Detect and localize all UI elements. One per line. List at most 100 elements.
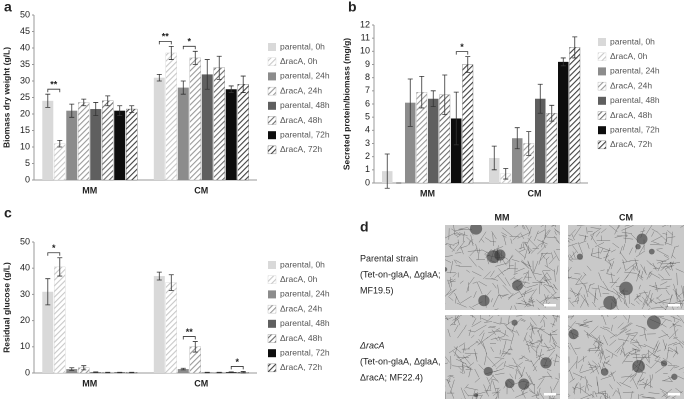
legend-label: parental, 0h <box>280 41 325 51</box>
scale-bar <box>668 393 680 396</box>
error-bar <box>549 104 555 122</box>
bar <box>90 109 102 180</box>
significance-label: ** <box>186 327 194 337</box>
row-label: Parental strain <box>360 253 418 263</box>
legend-swatch <box>267 145 277 155</box>
micrograph <box>445 225 560 310</box>
y-tick-label: 3 <box>365 138 370 148</box>
row-label: ΔracA <box>359 340 385 350</box>
error-bar <box>560 57 566 67</box>
error-bar <box>81 98 87 107</box>
pellet <box>478 294 490 307</box>
y-tick-label: 10 <box>360 46 370 56</box>
error-bar <box>117 105 123 117</box>
pellet <box>512 279 523 291</box>
error-bar <box>168 274 174 291</box>
legend-label: ΔracA, 48h <box>280 115 322 125</box>
error-bar <box>572 36 578 59</box>
y-tick-label: 50 <box>20 9 30 19</box>
legend-swatch <box>267 57 277 66</box>
legend-label: parental, 72h <box>280 129 330 139</box>
y-tick-label: 0 <box>25 174 30 184</box>
legend-label: parental, 48h <box>280 318 330 328</box>
y-tick-label: 30 <box>20 289 30 299</box>
error-bar <box>453 91 459 146</box>
y-tick-label: 50 <box>20 236 30 246</box>
y-tick-label: 5 <box>25 158 30 168</box>
significance-bracket <box>182 45 196 50</box>
pellet <box>518 378 530 390</box>
pellet <box>445 267 448 272</box>
legend-swatch <box>598 96 606 105</box>
error-bar <box>57 257 63 277</box>
y-axis-label: Biomass dry weight (g/L) <box>1 47 11 148</box>
error-bar <box>156 271 162 281</box>
bar <box>114 110 126 180</box>
error-bar <box>204 371 210 374</box>
legend-label: parental, 24h <box>280 71 330 81</box>
bar <box>535 98 546 183</box>
legend-label: ΔracA, 0h <box>280 274 318 284</box>
bar <box>177 369 189 373</box>
legend-label: ΔracA, 24h <box>610 80 652 90</box>
error-bar <box>192 50 198 65</box>
legend-label: ΔracA, 24h <box>280 85 322 95</box>
scale-bar <box>544 304 556 307</box>
legend-swatch <box>268 290 276 299</box>
y-tick-label: 4 <box>365 125 370 135</box>
legend-swatch <box>597 81 607 91</box>
legend-swatch <box>267 363 277 373</box>
error-bar <box>430 90 436 108</box>
legend-swatch <box>268 131 276 140</box>
significance-bracket <box>182 336 196 340</box>
pellet <box>600 368 609 376</box>
bar <box>54 143 66 181</box>
y-tick-label: 10 <box>20 141 30 151</box>
row-detail: MF19.5) <box>360 285 394 295</box>
legend-swatch <box>267 334 277 343</box>
error-bar <box>384 153 390 189</box>
y-tick-label: 7 <box>365 85 370 95</box>
error-bar <box>69 103 75 118</box>
legend-swatch <box>597 111 607 120</box>
legend-label: ΔracA, 0h <box>280 56 318 66</box>
legend-swatch <box>268 43 276 51</box>
bar <box>237 84 249 181</box>
x-tick-label: CM <box>194 185 208 195</box>
bar <box>42 291 54 373</box>
bar <box>462 64 474 184</box>
y-tick-label: 5 <box>365 112 370 122</box>
significance-bracket <box>47 88 61 93</box>
y-tick-label: 30 <box>20 75 30 85</box>
bar <box>546 113 558 184</box>
column-label: CM <box>619 212 633 222</box>
legend-label: parental, 48h <box>610 95 660 105</box>
significance-bracket <box>455 51 469 55</box>
legend-label: parental, 48h <box>280 100 330 110</box>
y-tick-label: 20 <box>20 108 30 118</box>
pellet <box>576 253 583 260</box>
legend-label: ΔracA, 0h <box>610 51 648 61</box>
error-bar <box>129 105 135 113</box>
micrograph-bg <box>445 225 560 310</box>
error-bar <box>93 102 99 117</box>
error-bar <box>129 371 135 374</box>
scale-bar <box>544 393 556 396</box>
y-tick-label: 40 <box>20 263 30 273</box>
bar <box>165 52 177 181</box>
legend-swatch <box>268 319 276 328</box>
error-bar <box>503 168 509 180</box>
pellet <box>635 243 641 250</box>
x-tick-label: MM <box>82 185 97 195</box>
y-tick-label: 0 <box>365 177 370 187</box>
legend-label: parental, 72h <box>610 124 660 134</box>
significance-label: * <box>188 37 192 47</box>
row-detail: (Tet-on-glaA, ΔglaA; <box>360 269 441 279</box>
panel-letter: b <box>348 0 357 15</box>
y-tick-label: 45 <box>20 26 30 36</box>
bar <box>126 108 138 181</box>
legend-label: parental, 72h <box>280 347 330 357</box>
error-bar <box>57 140 63 148</box>
bar <box>569 47 581 184</box>
